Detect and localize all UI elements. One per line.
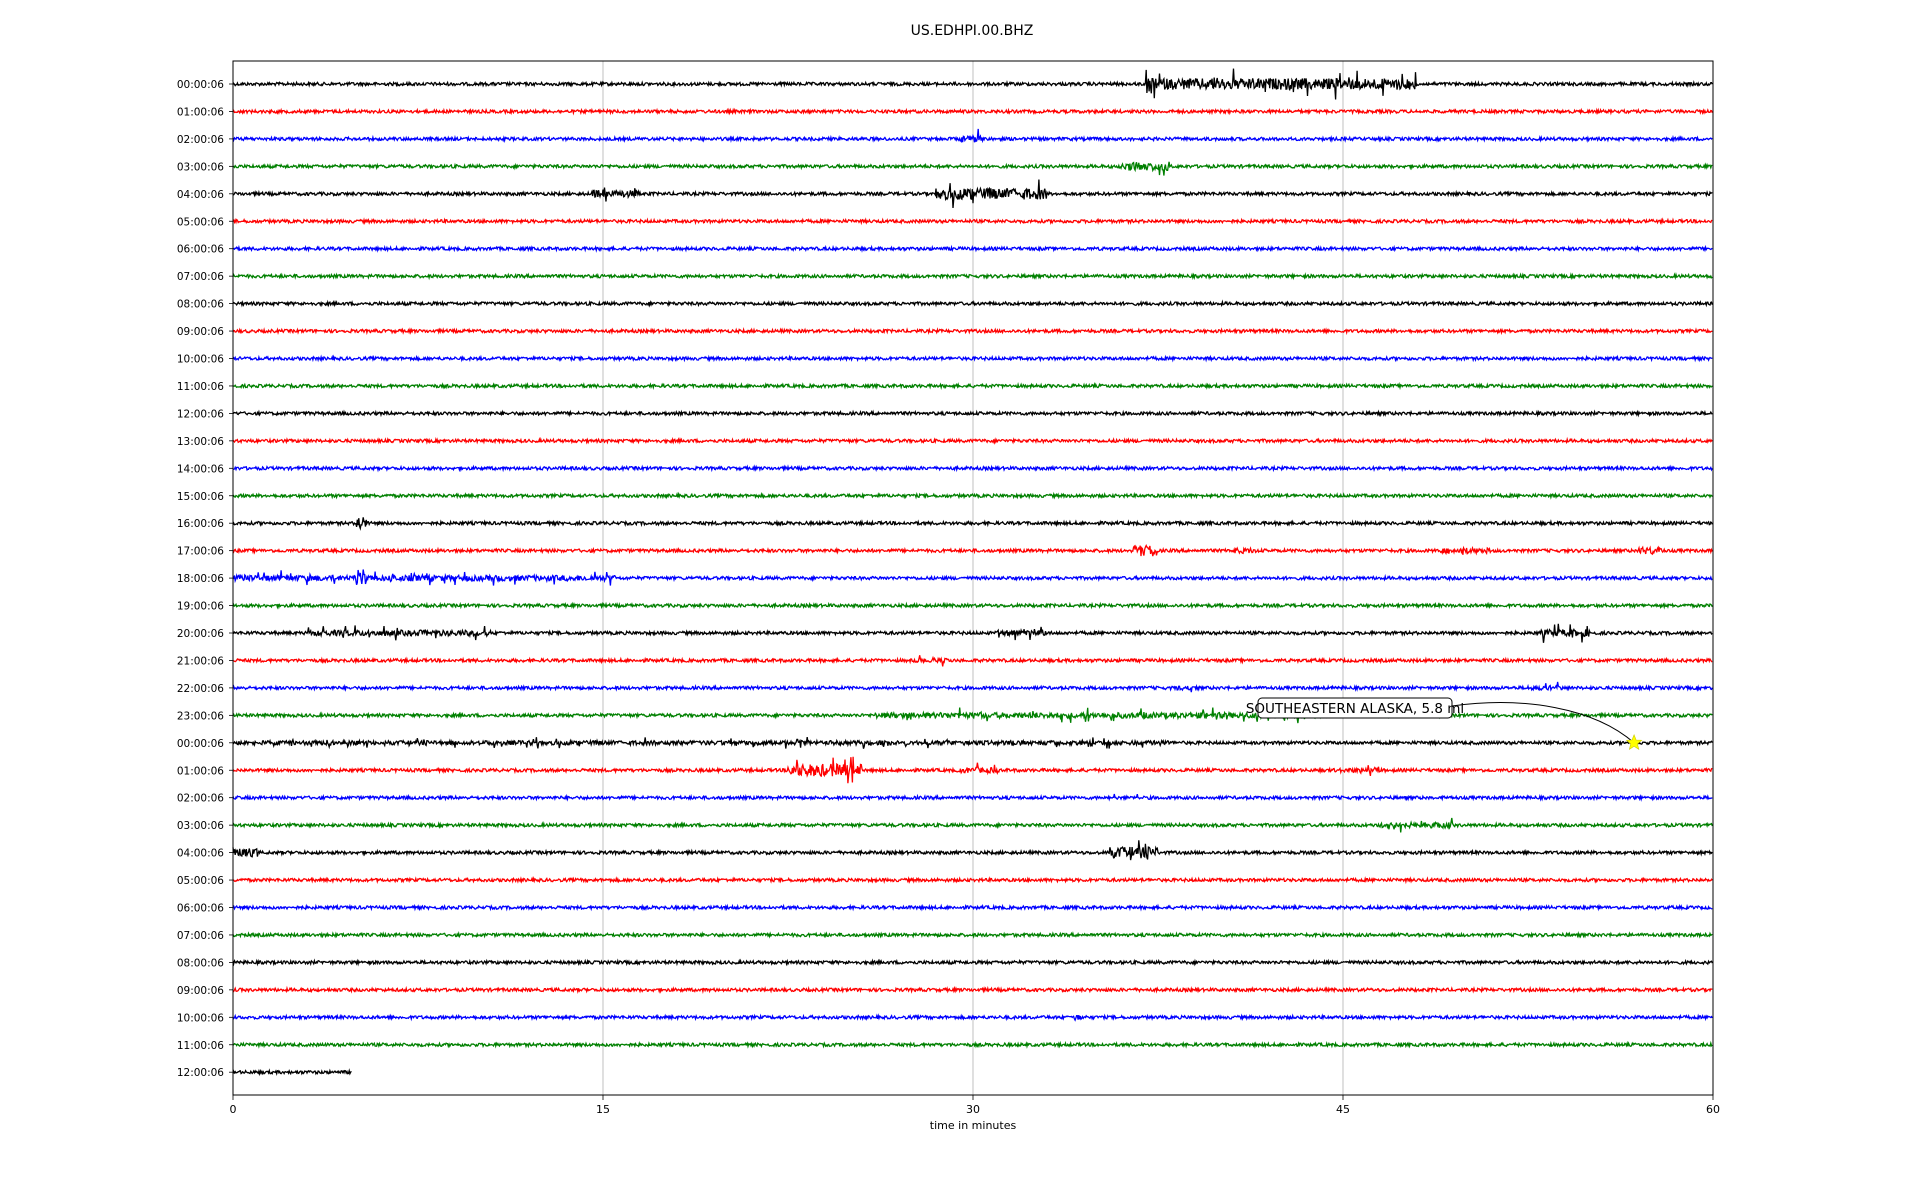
trace-row-22 bbox=[232, 681, 1713, 693]
row-label: 05:00:06 bbox=[177, 875, 224, 887]
row-label: 03:00:06 bbox=[177, 820, 224, 832]
trace-row-27 bbox=[232, 817, 1713, 833]
x-tick-label: 0 bbox=[230, 1103, 237, 1116]
trace-row-4 bbox=[232, 179, 1713, 209]
trace-row-2 bbox=[232, 128, 1713, 144]
row-label: 14:00:06 bbox=[177, 463, 224, 475]
x-tick-label: 60 bbox=[1706, 1103, 1720, 1116]
seismic-traces bbox=[232, 68, 1713, 1077]
trace-row-5 bbox=[232, 217, 1713, 226]
row-label: 05:00:06 bbox=[177, 216, 224, 228]
trace-row-12 bbox=[232, 409, 1713, 418]
row-label: 11:00:06 bbox=[177, 381, 224, 393]
trace-row-21 bbox=[232, 655, 1713, 667]
row-label: 10:00:06 bbox=[177, 1012, 224, 1024]
row-label: 12:00:06 bbox=[177, 408, 224, 420]
trace-row-30 bbox=[232, 903, 1713, 912]
trace-row-18 bbox=[232, 569, 1713, 586]
row-label: 17:00:06 bbox=[177, 546, 224, 558]
trace-row-7 bbox=[232, 272, 1713, 281]
row-label: 13:00:06 bbox=[177, 436, 224, 448]
trace-row-15 bbox=[232, 491, 1713, 500]
trace-row-3 bbox=[232, 161, 1713, 176]
row-label: 08:00:06 bbox=[177, 957, 224, 969]
row-label: 11:00:06 bbox=[177, 1040, 224, 1052]
trace-row-20 bbox=[232, 623, 1713, 643]
trace-row-33 bbox=[232, 985, 1713, 994]
trace-row-36 bbox=[232, 1068, 352, 1077]
x-axis-label: time in minutes bbox=[930, 1119, 1017, 1132]
row-label: 01:00:06 bbox=[177, 106, 224, 118]
trace-row-24 bbox=[232, 737, 1713, 750]
trace-row-11 bbox=[232, 381, 1713, 391]
trace-row-28 bbox=[232, 840, 1713, 861]
row-label: 04:00:06 bbox=[177, 189, 224, 201]
x-axis-ticks: 0 15 30 45 60 bbox=[230, 1095, 1720, 1116]
trace-row-23 bbox=[232, 707, 1713, 724]
trace-row-14 bbox=[232, 464, 1713, 473]
row-label: 21:00:06 bbox=[177, 655, 224, 667]
row-label: 04:00:06 bbox=[177, 848, 224, 860]
row-label: 00:00:06 bbox=[177, 79, 224, 91]
x-tick-label: 45 bbox=[1336, 1103, 1350, 1116]
trace-row-19 bbox=[232, 601, 1713, 610]
row-label: 07:00:06 bbox=[177, 930, 224, 942]
trace-row-16 bbox=[232, 517, 1713, 531]
row-label: 22:00:06 bbox=[177, 683, 224, 695]
row-label: 02:00:06 bbox=[177, 134, 224, 146]
x-tick-label: 30 bbox=[966, 1103, 980, 1116]
row-label: 19:00:06 bbox=[177, 601, 224, 613]
trace-row-13 bbox=[232, 436, 1713, 445]
row-label: 18:00:06 bbox=[177, 573, 224, 585]
row-label: 03:00:06 bbox=[177, 161, 224, 173]
row-label: 12:00:06 bbox=[177, 1067, 224, 1079]
trace-row-34 bbox=[232, 1013, 1713, 1022]
trace-row-8 bbox=[232, 299, 1713, 308]
row-label: 01:00:06 bbox=[177, 765, 224, 777]
trace-row-17 bbox=[232, 543, 1713, 557]
row-label: 15:00:06 bbox=[177, 491, 224, 503]
trace-row-35 bbox=[232, 1040, 1713, 1049]
event-star-marker bbox=[1625, 733, 1643, 750]
event-connector bbox=[1451, 702, 1635, 744]
row-label: 16:00:06 bbox=[177, 518, 224, 530]
trace-row-10 bbox=[232, 354, 1713, 363]
trace-row-0 bbox=[232, 68, 1713, 100]
row-label: 06:00:06 bbox=[177, 244, 224, 256]
trace-row-25 bbox=[232, 756, 1713, 784]
event-annotations: SOUTHEASTERN ALASKA, 5.8 ml bbox=[1246, 697, 1643, 750]
row-label: 08:00:06 bbox=[177, 299, 224, 311]
trace-row-32 bbox=[232, 958, 1713, 967]
row-label: 02:00:06 bbox=[177, 793, 224, 805]
trace-row-6 bbox=[232, 244, 1713, 253]
x-tick-label: 15 bbox=[596, 1103, 610, 1116]
row-label: 06:00:06 bbox=[177, 903, 224, 915]
trace-row-26 bbox=[232, 793, 1713, 802]
row-label: 20:00:06 bbox=[177, 628, 224, 640]
event-label: SOUTHEASTERN ALASKA, 5.8 ml bbox=[1246, 701, 1464, 717]
row-time-labels: 00:00:06 01:00:06 02:00:06 03:00:06 04:00:06… bbox=[177, 79, 233, 1079]
row-label: 09:00:06 bbox=[177, 985, 224, 997]
trace-row-31 bbox=[232, 930, 1713, 939]
chart-title: US.EDHPI.00.BHZ bbox=[911, 23, 1034, 39]
trace-row-29 bbox=[232, 875, 1713, 885]
row-label: 09:00:06 bbox=[177, 326, 224, 338]
trace-row-9 bbox=[232, 326, 1713, 336]
trace-row-1 bbox=[232, 107, 1713, 116]
plot-frame bbox=[232, 60, 1714, 1096]
row-label: 23:00:06 bbox=[177, 710, 224, 722]
row-label: 00:00:06 bbox=[177, 738, 224, 750]
row-label: 07:00:06 bbox=[177, 271, 224, 283]
row-label: 10:00:06 bbox=[177, 354, 224, 366]
event-label-box bbox=[1257, 697, 1453, 719]
